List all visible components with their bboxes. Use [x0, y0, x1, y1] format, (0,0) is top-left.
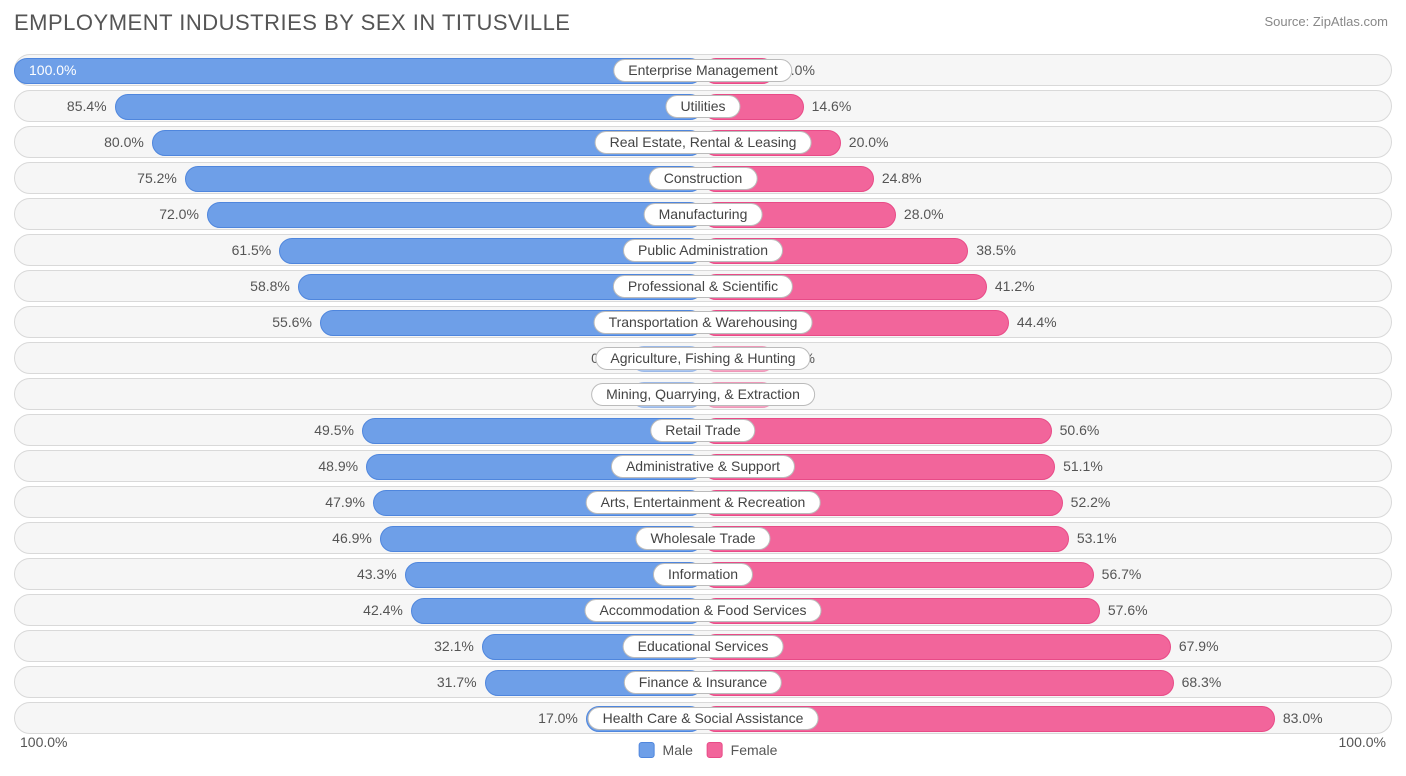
chart-area: 100.0%0.0%Enterprise Management 85.4% 14.6…: [14, 54, 1392, 738]
category-label: Transportation & Warehousing: [594, 311, 813, 334]
female-value: 44.4%: [1017, 314, 1057, 330]
male-value: 43.3%: [357, 566, 397, 582]
chart-row: 47.9% 52.2% Arts, Entertainment & Recreati…: [14, 486, 1392, 518]
category-label: Mining, Quarrying, & Extraction: [591, 383, 815, 406]
male-value: 80.0%: [104, 134, 144, 150]
chart-row: 100.0%0.0%Enterprise Management: [14, 54, 1392, 86]
category-label: Utilities: [665, 95, 740, 118]
male-bar: [115, 94, 703, 120]
female-value: 67.9%: [1179, 638, 1219, 654]
male-bar: [14, 58, 703, 84]
female-swatch: [707, 742, 723, 758]
chart-row: 43.3% 56.7% Information: [14, 558, 1392, 590]
category-label: Real Estate, Rental & Leasing: [595, 131, 812, 154]
category-label: Information: [653, 563, 753, 586]
category-label: Educational Services: [623, 635, 784, 658]
chart-row: 48.9% 51.1% Administrative & Support: [14, 450, 1392, 482]
male-swatch: [639, 742, 655, 758]
male-value: 46.9%: [332, 530, 372, 546]
category-label: Enterprise Management: [613, 59, 792, 82]
legend-female-label: Female: [731, 742, 778, 758]
female-value: 52.2%: [1071, 494, 1111, 510]
axis-left-tick: 100.0%: [20, 734, 67, 750]
female-value: 24.8%: [882, 170, 922, 186]
female-value: 83.0%: [1283, 710, 1323, 726]
female-value: 20.0%: [849, 134, 889, 150]
chart-row: 75.2% 24.8% Construction: [14, 162, 1392, 194]
male-value: 49.5%: [314, 422, 354, 438]
male-value: 48.9%: [318, 458, 358, 474]
category-label: Public Administration: [623, 239, 783, 262]
axis-right-tick: 100.0%: [1339, 734, 1386, 750]
chart-row: 32.1% 67.9% Educational Services: [14, 630, 1392, 662]
female-bar: [703, 418, 1052, 444]
category-label: Wholesale Trade: [635, 527, 770, 550]
female-value: 41.2%: [995, 278, 1035, 294]
chart-row: 17.0% 83.0% Health Care & Social Assistanc…: [14, 702, 1392, 734]
chart-row: 58.8% 41.2% Professional & Scientific: [14, 270, 1392, 302]
male-value: 61.5%: [232, 242, 272, 258]
female-value: 53.1%: [1077, 530, 1117, 546]
category-label: Agriculture, Fishing & Hunting: [595, 347, 810, 370]
male-value: 31.7%: [437, 674, 477, 690]
chart-row: 55.6% 44.4% Transportation & Warehousing: [14, 306, 1392, 338]
chart-row: 31.7% 68.3% Finance & Insurance: [14, 666, 1392, 698]
chart-row: 61.5% 38.5% Public Administration: [14, 234, 1392, 266]
chart-row: 46.9% 53.1% Wholesale Trade: [14, 522, 1392, 554]
male-bar: [207, 202, 703, 228]
category-label: Professional & Scientific: [613, 275, 793, 298]
category-label: Finance & Insurance: [624, 671, 782, 694]
male-value: 72.0%: [159, 206, 199, 222]
legend-male-label: Male: [663, 742, 693, 758]
chart-row: 42.4% 57.6% Accommodation & Food Services: [14, 594, 1392, 626]
chart-row: 49.5% 50.6% Retail Trade: [14, 414, 1392, 446]
male-value: 32.1%: [434, 638, 474, 654]
male-value: 42.4%: [363, 602, 403, 618]
male-value: 47.9%: [325, 494, 365, 510]
chart-row: 85.4% 14.6% Utilities: [14, 90, 1392, 122]
male-bar: [185, 166, 703, 192]
category-label: Manufacturing: [644, 203, 763, 226]
male-value: 85.4%: [67, 98, 107, 114]
chart-title: EMPLOYMENT INDUSTRIES BY SEX IN TITUSVIL…: [14, 10, 570, 36]
chart-row: 72.0% 28.0% Manufacturing: [14, 198, 1392, 230]
male-value: 75.2%: [137, 170, 177, 186]
female-value: 28.0%: [904, 206, 944, 222]
female-value: 68.3%: [1182, 674, 1222, 690]
source-text: Source: ZipAtlas.com: [1264, 14, 1388, 29]
male-value: 17.0%: [538, 710, 578, 726]
female-bar: [703, 562, 1094, 588]
category-label: Accommodation & Food Services: [585, 599, 822, 622]
category-label: Retail Trade: [650, 419, 755, 442]
female-value: 14.6%: [812, 98, 852, 114]
female-value: 38.5%: [976, 242, 1016, 258]
male-value: 100.0%: [29, 62, 76, 78]
male-value: 58.8%: [250, 278, 290, 294]
male-value: 55.6%: [272, 314, 312, 330]
category-label: Health Care & Social Assistance: [588, 707, 819, 730]
female-value: 57.6%: [1108, 602, 1148, 618]
female-value: 51.1%: [1063, 458, 1103, 474]
category-label: Arts, Entertainment & Recreation: [586, 491, 821, 514]
female-value: 50.6%: [1060, 422, 1100, 438]
category-label: Administrative & Support: [611, 455, 795, 478]
female-value: 56.7%: [1102, 566, 1142, 582]
chart-row: 0.0%0.0%Mining, Quarrying, & Extraction: [14, 378, 1392, 410]
legend: Male Female: [629, 742, 778, 758]
category-label: Construction: [649, 167, 758, 190]
chart-row: 80.0% 20.0% Real Estate, Rental & Leasing: [14, 126, 1392, 158]
chart-row: 0.0%0.0%Agriculture, Fishing & Hunting: [14, 342, 1392, 374]
